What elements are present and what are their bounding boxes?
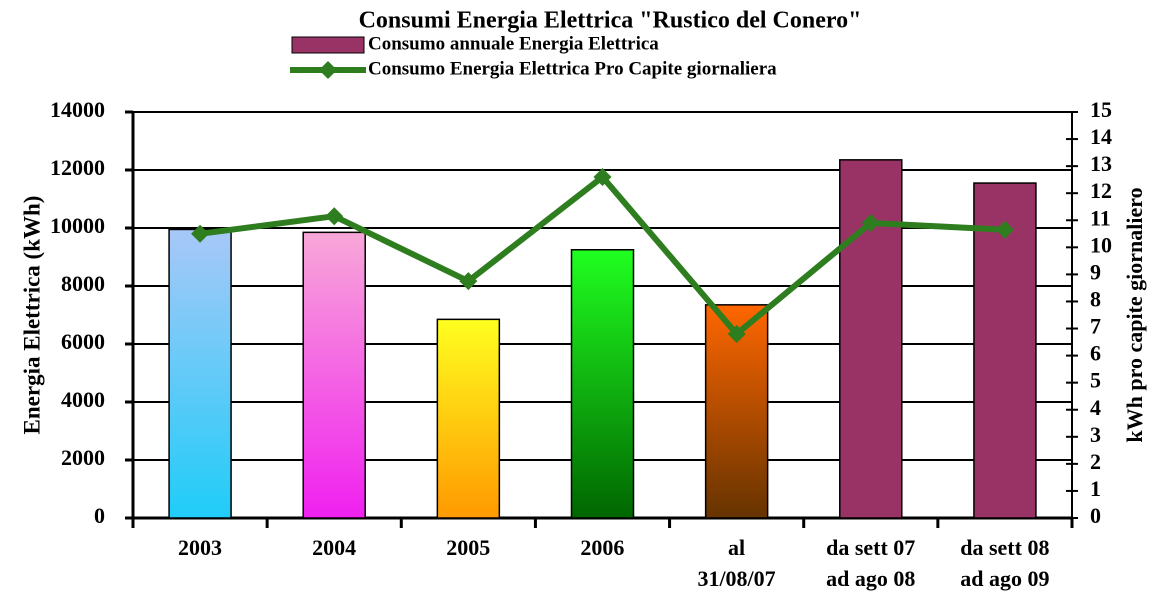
y2-tick-label: 10 (1090, 232, 1112, 257)
y2-tick-label: 6 (1090, 341, 1101, 366)
chart-title: Consumi Energia Elettrica "Rustico del C… (359, 8, 862, 34)
y2-tick-label: 5 (1090, 368, 1101, 393)
marker (727, 324, 746, 343)
legend-label: Consumo annuale Energia Elettrica (368, 33, 659, 54)
x-tick-label: da sett 08 ad ago 09 (960, 535, 1050, 591)
legend-swatch (291, 36, 365, 54)
y2-tick-label: 13 (1090, 151, 1112, 176)
y2-tick-label: 3 (1090, 422, 1101, 447)
y2-tick-label: 14 (1090, 124, 1112, 149)
x-tick-label: al 31/08/07 (697, 535, 776, 591)
y2-tick-label: 0 (1090, 503, 1101, 528)
y2-tick-label: 7 (1090, 314, 1101, 339)
bar (704, 304, 769, 519)
bar (302, 231, 366, 519)
y2-tick-label: 8 (1090, 287, 1101, 312)
marker (861, 213, 880, 232)
y2-axis-label: kWh pro capite giornaliero (1122, 187, 1147, 442)
marker (191, 224, 210, 243)
x-tick-label: 2004 (312, 535, 357, 560)
bar (168, 228, 232, 519)
x-tick-label: da sett 07 ad ago 08 (826, 535, 916, 591)
y-axis-label: Energia Elettrica (kWh) (19, 196, 44, 435)
x-tick-label: 2005 (446, 535, 491, 560)
y2-tick-label: 12 (1090, 178, 1112, 203)
bar (436, 318, 501, 519)
y2-tick-label: 9 (1090, 259, 1101, 284)
x-tick-label: 2003 (178, 535, 222, 560)
y-tick-label: 14000 (50, 97, 105, 122)
marker (593, 167, 612, 186)
marker (459, 272, 478, 291)
y2-tick-label: 1 (1090, 476, 1101, 501)
y-tick-label: 0 (94, 503, 105, 528)
legend-label: Consumo Energia Elettrica Pro Capite gio… (368, 58, 777, 79)
marker (325, 207, 344, 226)
y-tick-label: 2000 (61, 445, 105, 470)
marker (995, 220, 1014, 239)
y-tick-label: 4000 (61, 387, 105, 412)
legend-marker (319, 61, 337, 79)
x-tick-label: 2006 (580, 535, 625, 560)
y2-tick-label: 4 (1090, 395, 1101, 420)
y2-tick-label: 11 (1090, 205, 1111, 230)
bar (839, 159, 903, 519)
y2-tick-label: 2 (1090, 449, 1101, 474)
y-tick-label: 8000 (61, 271, 105, 296)
y2-tick-label: 15 (1090, 97, 1112, 122)
y-tick-label: 12000 (50, 155, 105, 180)
y-tick-label: 10000 (50, 213, 105, 238)
y-tick-label: 6000 (61, 329, 105, 354)
bar (570, 249, 635, 519)
bar (973, 182, 1037, 519)
